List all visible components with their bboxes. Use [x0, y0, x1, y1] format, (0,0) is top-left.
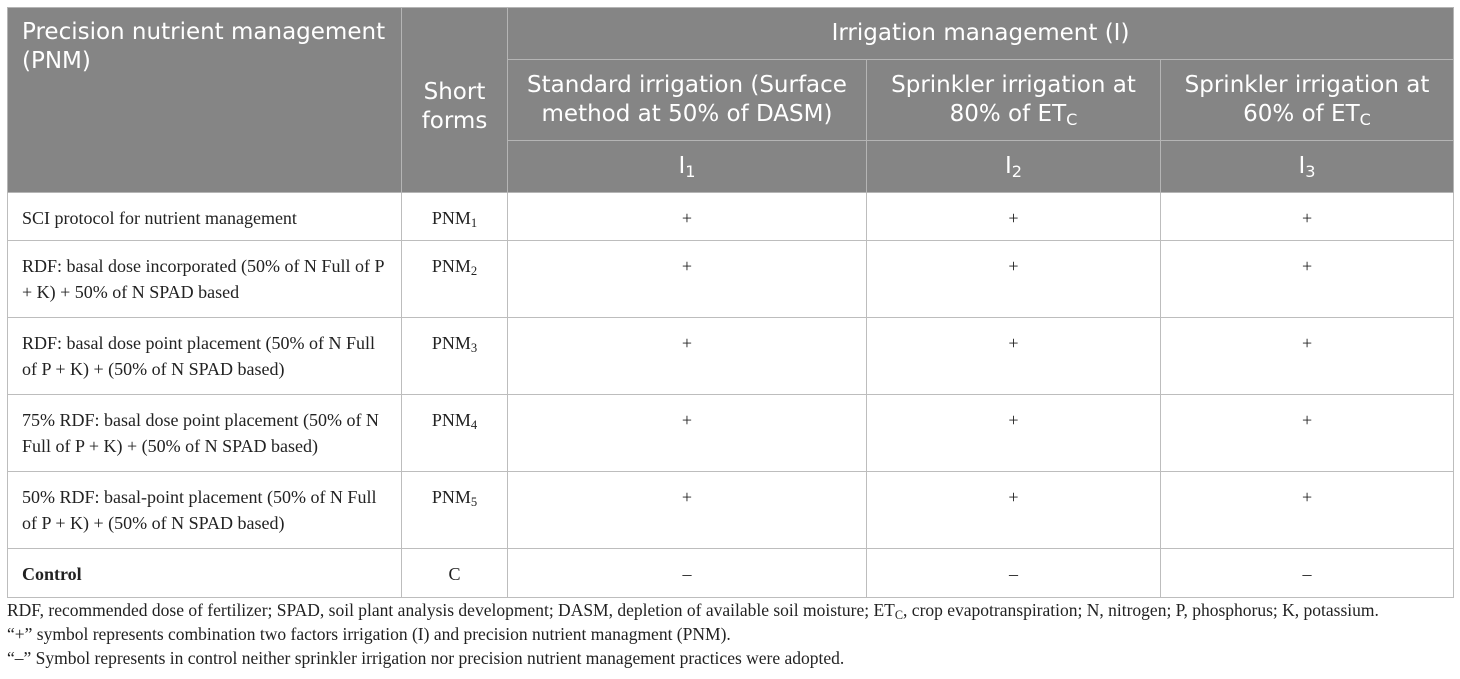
row-i1-cell: + [507, 240, 867, 318]
row-i1-cell: + [507, 192, 867, 241]
minus-symbol-note: “–” Symbol represents in control neither… [7, 648, 845, 668]
row-i3-cell: + [1159, 471, 1455, 549]
table-row: 50% RDF: basal-point placement (50% of N… [7, 471, 1455, 549]
row-description: 50% RDF: basal-point placement (50% of N… [7, 471, 402, 549]
row-short-form: PNM4 [401, 394, 508, 472]
row-i2-cell: + [866, 240, 1161, 318]
row-i2-cell: – [866, 548, 1161, 598]
table-row: SCI protocol for nutrient management PNM… [7, 192, 1455, 241]
row-i1-cell: + [507, 394, 867, 472]
row-description: 75% RDF: basal dose point placement (50%… [7, 394, 402, 472]
row-short-form: C [401, 548, 508, 598]
row-i2-cell: + [866, 192, 1161, 241]
i3-code-header: I3 [1159, 140, 1455, 193]
i2-description-header: Sprinkler irrigation at 80% of ETC [866, 59, 1161, 141]
i1-code-header: I1 [507, 140, 867, 193]
row-i1-cell: + [507, 471, 867, 549]
abbreviations-note: RDF, recommended dose of fertilizer; SPA… [7, 600, 1379, 623]
row-i2-cell: + [866, 394, 1161, 472]
table-row: RDF: basal dose incorporated (50% of N F… [7, 240, 1455, 318]
row-i1-cell: + [507, 317, 867, 395]
row-short-form: PNM3 [401, 317, 508, 395]
row-description: SCI protocol for nutrient management [7, 192, 402, 241]
i1-description-header: Standard irrigation (Surface method at 5… [507, 59, 867, 141]
pnm-column-header: Precision nutrient management (PNM) [7, 7, 402, 193]
row-description: RDF: basal dose incorporated (50% of N F… [7, 240, 402, 318]
row-i1-cell: – [507, 548, 867, 598]
row-i3-cell: + [1159, 240, 1455, 318]
table-footnotes: RDF, recommended dose of fertilizer; SPA… [7, 598, 1457, 670]
plus-symbol-note: “+” symbol represents combination two fa… [7, 624, 731, 644]
row-i3-cell: + [1159, 394, 1455, 472]
table-row: Control C – – – [7, 548, 1455, 598]
row-description: RDF: basal dose point placement (50% of … [7, 317, 402, 395]
row-short-form: PNM5 [401, 471, 508, 549]
row-i2-cell: + [866, 317, 1161, 395]
short-forms-column-header: Short forms [401, 7, 508, 193]
irrigation-group-header: Irrigation management (I) [506, 7, 1455, 60]
row-short-form: PNM1 [401, 192, 508, 241]
row-i3-cell: + [1159, 317, 1455, 395]
row-i2-cell: + [866, 471, 1161, 549]
row-i3-cell: + [1159, 192, 1455, 241]
row-short-form: PNM2 [401, 240, 508, 318]
row-i3-cell: – [1159, 548, 1455, 598]
table-row: RDF: basal dose point placement (50% of … [7, 317, 1455, 395]
table-row: 75% RDF: basal dose point placement (50%… [7, 394, 1455, 472]
treatment-table: Precision nutrient management (PNM) Shor… [7, 7, 1455, 598]
i2-code-header: I2 [866, 140, 1161, 193]
row-description: Control [7, 548, 402, 598]
i3-description-header: Sprinkler irrigation at 60% of ETC [1159, 59, 1455, 141]
